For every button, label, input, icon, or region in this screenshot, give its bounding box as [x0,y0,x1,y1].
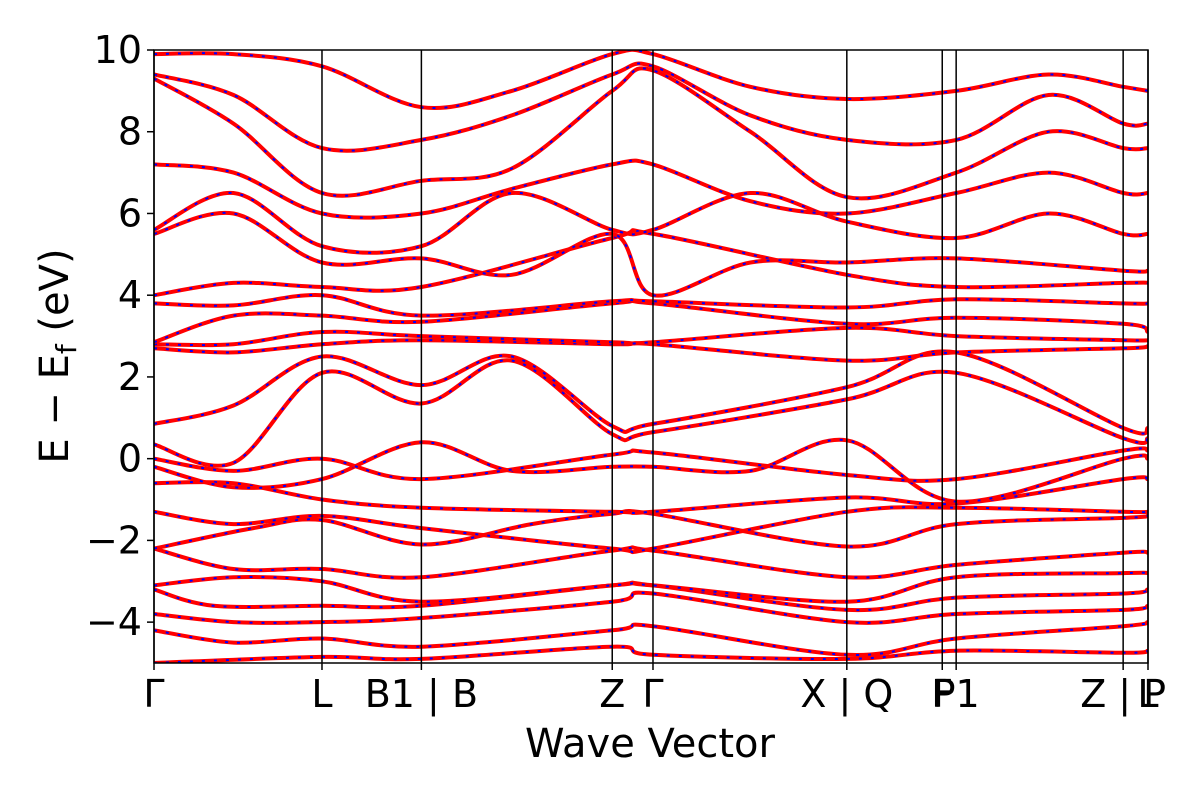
band-line-11 [154,358,1148,468]
x-tick-label-7: P1 [933,672,980,716]
plot-frame [153,49,1149,664]
band-overlay-16 [154,294,1148,317]
band-overlay-6 [154,510,1148,550]
band-overlay-1 [154,621,1148,656]
band-line-10 [154,446,1148,483]
x-tick-label-1: L [311,672,332,716]
x-tick-label-9: L [1137,672,1158,716]
band-overlay-15 [154,299,1148,344]
band-overlay-14 [154,326,1148,347]
y-axis-label: E − Ef (eV) [32,248,83,463]
x-tick-label-4: Γ [642,672,663,716]
y-tick-label-6: −2 [86,518,142,562]
band-overlay-9 [154,438,1148,503]
band-overlay-4 [154,571,1148,603]
x-tick-label-2: B1 | B [365,672,478,717]
x-tick-label-6: F [931,672,953,716]
band-line-2 [154,590,1148,625]
y-tick-label-3: 4 [118,273,142,317]
y-axis-label-main: E − E [32,354,78,464]
band-overlay-12 [154,350,1148,435]
band-overlay-17 [154,229,1148,297]
x-tick-label-3: Z [599,672,625,716]
y-axis-label-sub: f [50,343,83,354]
band-overlay-0 [154,645,1148,663]
band-line-5 [154,545,1148,580]
x-tick-label-8: Z | P [1080,672,1166,717]
x-tick-label-5: X | Q [800,672,893,717]
y-tick-label-5: 0 [118,437,142,481]
y-ticks: 10 8 6 4 2 0 −2 −4 [86,28,154,644]
kpoint-lines [153,50,1149,663]
x-axis-label: Wave Vector [525,721,776,767]
band-overlay-8 [154,476,1148,515]
y-tick-label-2: 6 [118,191,142,235]
y-tick-label-7: −4 [86,600,142,644]
band-line-7 [154,505,1148,555]
y-axis-label-unit: (eV) [32,248,78,344]
y-tick-label-0: 10 [94,28,142,72]
bands-layer [154,50,1148,663]
x-tick-label-0: Γ [143,672,164,716]
y-tick-label-4: 2 [118,355,142,399]
band-overlay-3 [154,581,1148,612]
band-line-18 [154,210,1148,298]
y-tick-label-1: 8 [118,110,142,154]
